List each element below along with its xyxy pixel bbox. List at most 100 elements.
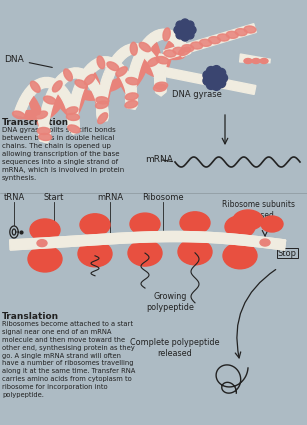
Ellipse shape <box>125 101 138 108</box>
Circle shape <box>176 31 184 39</box>
Ellipse shape <box>130 42 137 55</box>
Polygon shape <box>164 68 256 94</box>
Ellipse shape <box>39 133 52 141</box>
Ellipse shape <box>44 96 56 104</box>
Ellipse shape <box>147 57 159 66</box>
Circle shape <box>176 21 184 29</box>
Ellipse shape <box>235 28 247 36</box>
Ellipse shape <box>100 65 112 112</box>
Ellipse shape <box>96 97 109 104</box>
Ellipse shape <box>233 210 263 230</box>
Ellipse shape <box>173 47 185 54</box>
Ellipse shape <box>225 216 255 238</box>
Ellipse shape <box>105 78 125 91</box>
Text: Ribosome subunits
released: Ribosome subunits released <box>221 200 294 220</box>
Text: Translation: Translation <box>2 312 59 321</box>
Ellipse shape <box>30 219 60 241</box>
Text: DNA gyrase: DNA gyrase <box>172 90 222 99</box>
Ellipse shape <box>30 81 40 92</box>
Ellipse shape <box>130 213 160 235</box>
Text: Complete polypeptide
released: Complete polypeptide released <box>130 338 220 358</box>
Ellipse shape <box>260 59 268 63</box>
Ellipse shape <box>72 79 87 119</box>
Circle shape <box>217 79 226 88</box>
Ellipse shape <box>163 28 170 41</box>
Ellipse shape <box>244 26 256 33</box>
Ellipse shape <box>244 59 252 63</box>
Polygon shape <box>239 54 270 63</box>
Ellipse shape <box>91 71 104 113</box>
Ellipse shape <box>29 95 45 131</box>
Ellipse shape <box>28 246 62 272</box>
Ellipse shape <box>80 214 110 236</box>
Ellipse shape <box>179 47 191 56</box>
Text: DNA: DNA <box>4 55 52 68</box>
Ellipse shape <box>156 57 169 64</box>
Ellipse shape <box>261 216 283 232</box>
Circle shape <box>181 33 189 41</box>
Ellipse shape <box>75 80 87 88</box>
Ellipse shape <box>178 239 212 265</box>
Text: Transcription: Transcription <box>2 118 69 127</box>
Ellipse shape <box>107 62 119 71</box>
Polygon shape <box>14 30 190 134</box>
Text: mRNA: mRNA <box>145 155 173 164</box>
Polygon shape <box>10 232 286 250</box>
Polygon shape <box>164 24 256 60</box>
Ellipse shape <box>52 81 62 92</box>
Ellipse shape <box>78 241 112 267</box>
Circle shape <box>186 31 194 39</box>
Ellipse shape <box>260 239 270 246</box>
Ellipse shape <box>226 31 238 38</box>
Ellipse shape <box>97 56 105 69</box>
Ellipse shape <box>159 39 173 80</box>
Ellipse shape <box>65 107 78 114</box>
Circle shape <box>212 65 221 75</box>
Text: Stop: Stop <box>278 249 297 258</box>
Ellipse shape <box>128 240 162 266</box>
Ellipse shape <box>154 84 166 91</box>
Ellipse shape <box>84 74 95 85</box>
Ellipse shape <box>138 61 159 76</box>
Ellipse shape <box>191 42 203 49</box>
Ellipse shape <box>13 111 25 119</box>
Ellipse shape <box>45 96 65 119</box>
Text: tRNA: tRNA <box>3 193 25 202</box>
Circle shape <box>217 68 226 77</box>
Text: mRNA: mRNA <box>97 193 123 202</box>
Ellipse shape <box>155 82 168 89</box>
Ellipse shape <box>54 92 73 117</box>
Ellipse shape <box>95 101 108 108</box>
Text: Growing
polypeptide: Growing polypeptide <box>146 292 194 312</box>
Ellipse shape <box>165 51 185 60</box>
Circle shape <box>203 76 212 85</box>
Circle shape <box>207 67 216 76</box>
Text: DNA gyrase splits specific bonds
between bases in double helical
chains. The cha: DNA gyrase splits specific bonds between… <box>2 127 124 181</box>
Ellipse shape <box>139 42 151 52</box>
Polygon shape <box>10 232 286 250</box>
Polygon shape <box>37 44 169 143</box>
Ellipse shape <box>126 77 139 85</box>
Ellipse shape <box>180 212 210 234</box>
Ellipse shape <box>64 69 72 81</box>
Ellipse shape <box>131 57 149 89</box>
Ellipse shape <box>223 243 257 269</box>
Ellipse shape <box>115 64 132 98</box>
Circle shape <box>188 26 196 34</box>
Circle shape <box>212 81 221 91</box>
Ellipse shape <box>217 34 229 41</box>
Circle shape <box>181 19 189 27</box>
Ellipse shape <box>35 111 48 119</box>
Circle shape <box>203 71 212 80</box>
Ellipse shape <box>68 125 80 133</box>
Circle shape <box>211 74 220 82</box>
Circle shape <box>219 74 227 82</box>
Text: Ribosome: Ribosome <box>142 193 184 202</box>
Ellipse shape <box>20 110 40 119</box>
Ellipse shape <box>200 39 212 46</box>
Text: Start: Start <box>44 193 64 202</box>
Polygon shape <box>14 29 191 134</box>
Circle shape <box>207 80 216 89</box>
Ellipse shape <box>116 67 127 76</box>
Ellipse shape <box>37 128 50 134</box>
